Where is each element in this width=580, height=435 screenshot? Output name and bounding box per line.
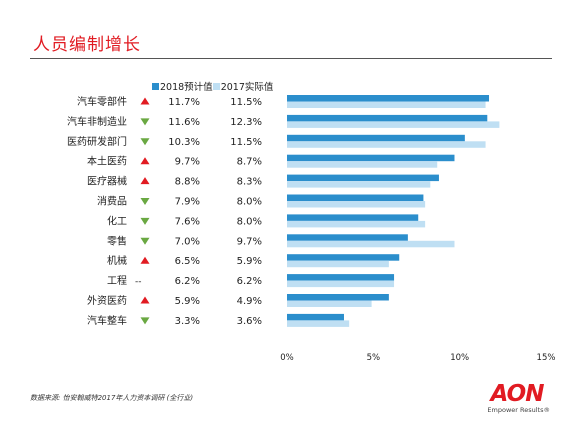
category-label: 汽车零部件	[77, 95, 127, 108]
category-label: 消费品	[97, 195, 127, 208]
category-label: 汽车整车	[87, 314, 127, 327]
aon-tagline: Empower Results®	[487, 406, 550, 414]
value-label-2017: 11.5%	[230, 137, 262, 148]
value-label-2018: 3.3%	[175, 316, 200, 327]
trend-up-icon	[140, 296, 150, 304]
bar-2018	[287, 313, 344, 321]
trend-down-icon	[140, 118, 150, 126]
bar-2018	[287, 274, 395, 281]
bar-2018	[287, 194, 424, 201]
bar-2017	[287, 181, 431, 188]
bar-2018	[287, 294, 389, 301]
value-label-2017: 8.3%	[237, 177, 262, 188]
title-divider	[30, 58, 552, 59]
value-label-2018: 5.9%	[175, 296, 200, 307]
value-label-2018: 7.0%	[175, 236, 200, 247]
bar-2017	[287, 220, 426, 228]
trend-up-icon	[140, 256, 150, 264]
bar-2018	[287, 95, 490, 102]
trend-up-icon	[140, 157, 150, 165]
category-label: 机械	[107, 254, 127, 267]
category-label: 外资医药	[87, 295, 127, 307]
legend-label-2018: 2018预计值	[160, 82, 213, 93]
value-label-2018: 10.3%	[168, 137, 200, 148]
bar-2018	[287, 154, 455, 162]
value-label-2017: 9.7%	[237, 236, 262, 247]
x-tick-label: 0%	[280, 353, 294, 363]
bar-2017	[287, 260, 389, 268]
value-label-2017: 5.9%	[237, 256, 262, 267]
legend-label-2017: 2017实际值	[220, 82, 274, 93]
value-label-2017: 12.3%	[230, 117, 262, 128]
value-label-2017: 11.5%	[230, 97, 262, 108]
bar-2017	[287, 141, 486, 148]
bar-2018	[287, 174, 439, 182]
category-label: 医药研发部门	[67, 135, 127, 148]
bar-2017	[287, 121, 500, 128]
value-label-2018: 11.6%	[168, 117, 200, 128]
value-label-2018: 7.6%	[175, 216, 200, 227]
trend-down-icon	[140, 138, 150, 146]
x-tick-label: 5%	[367, 353, 381, 363]
x-tick-label: 10%	[450, 353, 469, 363]
value-label-2018: 7.9%	[175, 197, 200, 208]
value-label-2017: 3.6%	[237, 316, 262, 327]
category-label: 零售	[107, 234, 127, 247]
value-label-2017: 6.2%	[237, 276, 262, 287]
bar-2018	[287, 114, 488, 122]
x-tick-label: 15%	[537, 353, 556, 363]
value-label-2017: 4.9%	[237, 296, 262, 307]
legend-swatch-2018	[152, 82, 159, 90]
bar-2017	[287, 280, 395, 288]
trend-up-icon	[140, 177, 150, 185]
trend-down-icon	[140, 237, 150, 245]
bar-2018	[287, 254, 400, 261]
bar-2017	[287, 101, 486, 108]
bar-2018	[287, 214, 419, 221]
aon-wordmark: AON	[490, 381, 545, 407]
data-source-note: 数据来源: 怡安翰威特2017年人力资本调研 (全行业)	[30, 394, 194, 402]
value-label-2018: 8.8%	[175, 177, 200, 188]
value-label-2017: 8.7%	[237, 157, 262, 168]
value-label-2018: 9.7%	[175, 157, 200, 168]
value-label-2017: 8.0%	[237, 216, 262, 227]
legend-item-2018: 2018预计值	[152, 79, 213, 93]
bar-2017	[287, 320, 350, 327]
trend-down-icon	[140, 198, 150, 205]
bar-2017	[287, 300, 372, 307]
category-label: 医疗器械	[87, 175, 127, 188]
bar-2018	[287, 134, 465, 142]
value-label-2017: 8.0%	[237, 197, 262, 208]
trend-flat-icon: --	[135, 277, 142, 287]
chart-legend: 2018预计值 2017实际值	[152, 79, 273, 93]
legend-swatch-2017	[212, 82, 220, 90]
value-label-2018: 6.5%	[175, 256, 200, 267]
category-label: 工程	[107, 275, 127, 287]
page-title: 人员编制增长	[33, 35, 141, 55]
trend-down-icon	[140, 217, 150, 225]
legend-item-2017: 2017实际值	[212, 79, 274, 93]
category-label: 汽车非制造业	[67, 115, 127, 128]
category-label: 化工	[107, 214, 127, 227]
bar-2018	[287, 234, 408, 241]
trend-down-icon	[140, 317, 150, 325]
value-label-2018: 6.2%	[175, 276, 200, 287]
trend-up-icon	[140, 97, 150, 105]
value-label-2018: 11.7%	[168, 97, 200, 108]
bar-2017	[287, 161, 438, 168]
category-label: 本土医药	[87, 155, 127, 168]
aon-logo: AON Empower Results®	[484, 382, 550, 422]
bar-2017	[287, 201, 426, 208]
bar-2017	[287, 240, 455, 248]
